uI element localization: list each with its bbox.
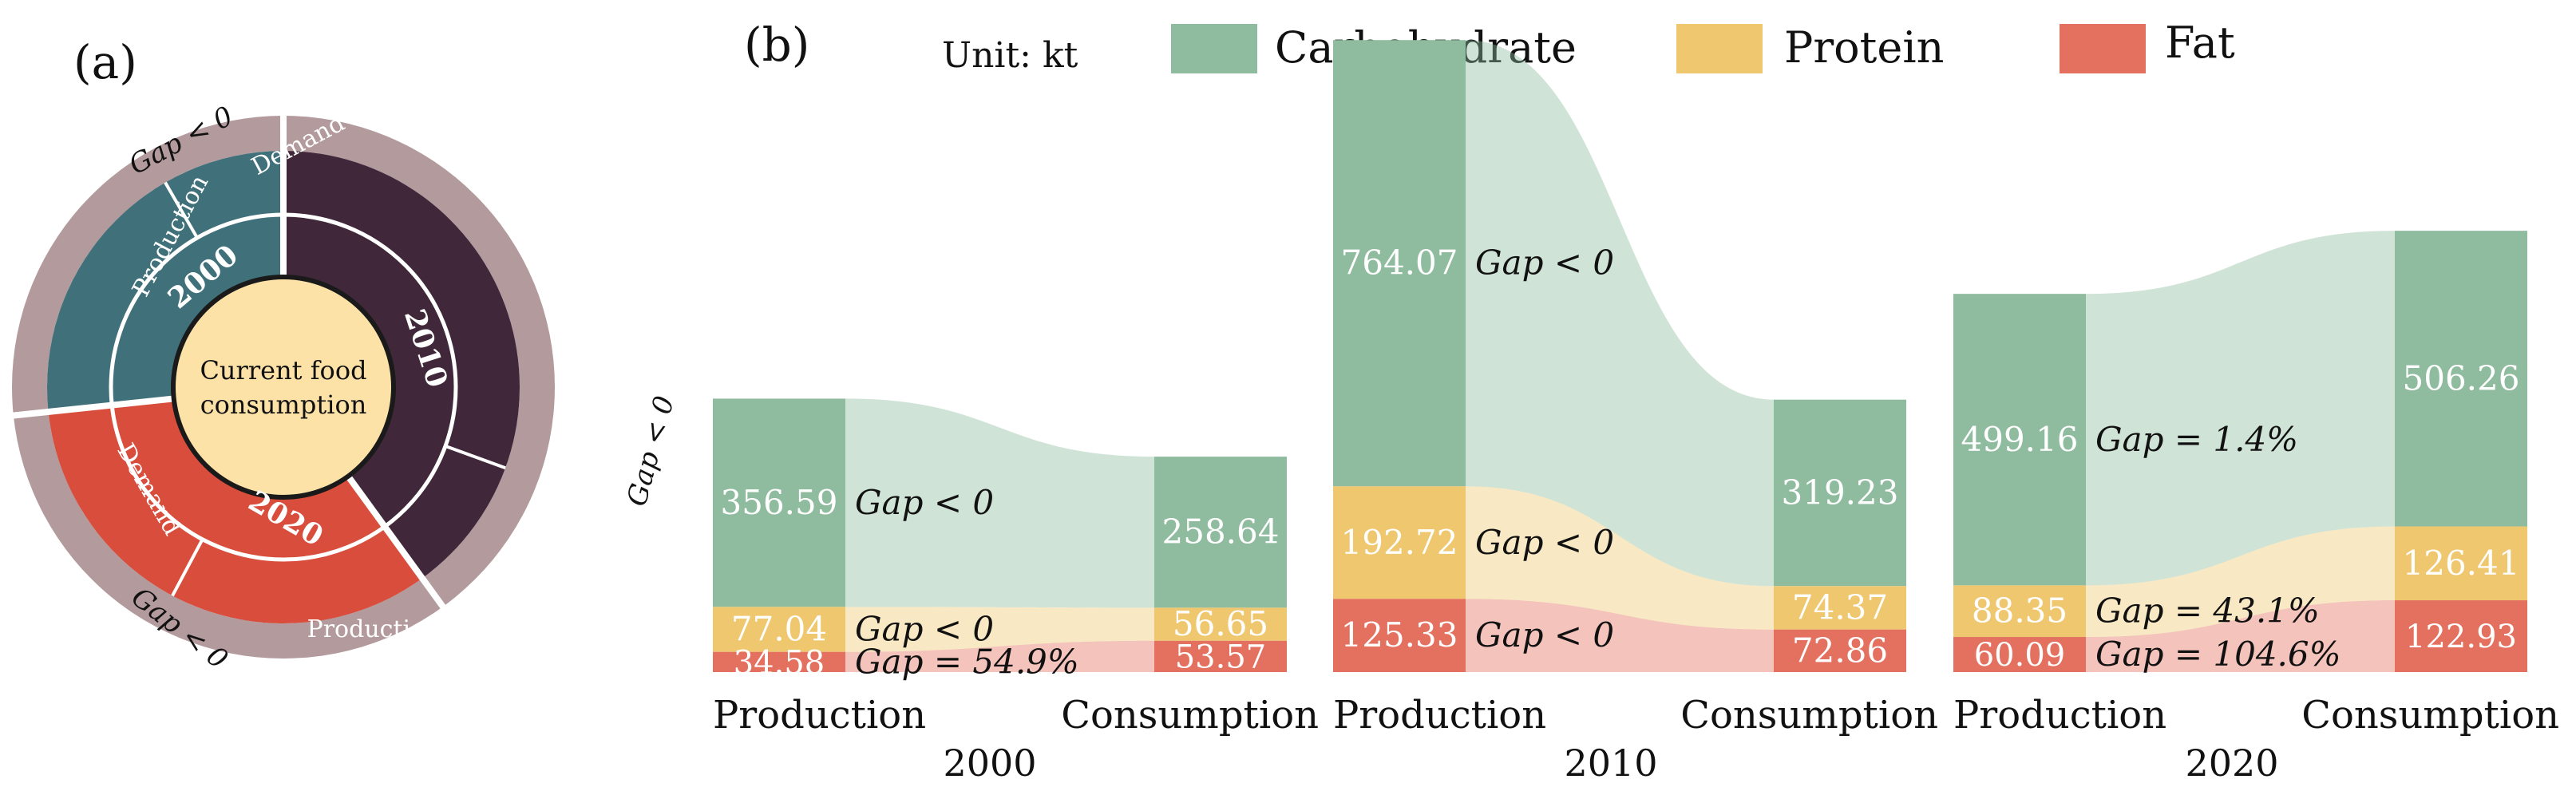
bar-consumption-protein-2000 (1154, 607, 1287, 641)
center-text-line2: consumption (200, 390, 367, 420)
node-label-consumption-2000: Consumption (1061, 693, 1319, 738)
value-production-protein-2020: 88.35 (1972, 591, 2068, 631)
donut-chart: Current food consumption 2000 2010 2020 … (11, 101, 681, 675)
value-production-carbohydrate-2020: 499.16 (1961, 420, 2079, 459)
year-label-2020: 2020 (2185, 742, 2278, 785)
bar-consumption-fat-2010 (1774, 629, 1906, 672)
legend: Carbohydrate Protein Fat (1171, 18, 2235, 73)
bar-production-fat-2020 (1953, 637, 2086, 672)
gap-label-fat-2000: Gap = 54.9% (855, 642, 1079, 681)
center-text-line1: Current food (200, 355, 366, 386)
panel-a-label: (a) (73, 35, 137, 89)
bar-production-carbohydrate-2000 (713, 398, 845, 607)
gap-label-carbohydrate-2000: Gap < 0 (855, 483, 994, 522)
sankey-panels: 356.59 258.64 Gap < 0 77.04 56.65 Gap < 0 34.5… (713, 40, 2559, 785)
value-production-protein-2010: 192.72 (1341, 523, 1458, 562)
bar-consumption-carbohydrate-2010 (1774, 399, 1906, 587)
bar-consumption-fat-2000 (1154, 640, 1287, 672)
center-circle (171, 275, 396, 500)
value-production-carbohydrate-2000: 356.59 (721, 483, 838, 522)
node-label-production-2000: Production (713, 693, 926, 738)
bar-consumption-carbohydrate-2000 (1154, 457, 1287, 608)
bar-consumption-protein-2010 (1774, 586, 1906, 630)
gap-label-2010: Gap < 0 (621, 393, 681, 509)
panel-b-label: (b) (744, 18, 809, 72)
donut-boundary-2020-2000 (11, 395, 175, 419)
gap-label-protein-2000: Gap < 0 (855, 610, 994, 649)
legend-swatch-fat (2060, 24, 2146, 73)
gap-label-protein-2020: Gap = 43.1% (2095, 591, 2320, 631)
divider-2010 (445, 444, 506, 470)
year-label-2010: 2010 (1564, 742, 1657, 785)
panel-a-donut: (a) Current food consumption 2000 2010 2… (11, 35, 681, 675)
node-label-consumption-2020: Consumption (2301, 693, 2559, 738)
link-protein-2020 (2086, 526, 2395, 638)
value-production-fat-2010: 125.33 (1341, 615, 1458, 655)
legend-swatch-protein (1676, 24, 1763, 73)
bar-consumption-fat-2020 (2395, 600, 2527, 672)
year-label-2000: 2000 (943, 742, 1036, 785)
link-carbohydrate-2010 (1466, 40, 1774, 587)
bar-production-carbohydrate-2010 (1333, 40, 1466, 487)
sankey-panel-2000: 356.59 258.64 Gap < 0 77.04 56.65 Gap < 0 34.5… (713, 398, 1319, 785)
value-consumption-carbohydrate-2010: 319.23 (1782, 473, 1899, 512)
value-consumption-fat-2000: 53.57 (1175, 639, 1267, 675)
gap-label-protein-2010: Gap < 0 (1475, 523, 1614, 562)
value-production-fat-2020: 60.09 (1974, 637, 2066, 674)
label-2010-demand: Demand (523, 476, 609, 572)
node-label-consumption-2010: Consumption (1680, 693, 1938, 738)
donut-boundary-2010-2020 (345, 474, 447, 611)
value-consumption-fat-2020: 122.93 (2405, 619, 2517, 655)
node-label-production-2020: Production (1953, 693, 2166, 738)
bar-consumption-protein-2020 (2395, 526, 2527, 601)
link-fat-2020 (2086, 600, 2395, 672)
sankey-panel-2010: 764.07 319.23 Gap < 0 192.72 74.37 Gap < 0 125… (1333, 40, 1938, 785)
gap-label-fat-2010: Gap < 0 (1475, 615, 1614, 655)
bar-production-protein-2000 (713, 607, 845, 652)
value-production-protein-2000: 77.04 (731, 610, 827, 649)
link-carbohydrate-2020 (2086, 231, 2395, 586)
value-consumption-fat-2010: 72.86 (1792, 631, 1888, 670)
gap-label-fat-2020: Gap = 104.6% (2095, 635, 2341, 674)
donut-sector-2010 (283, 151, 520, 579)
bar-consumption-carbohydrate-2020 (2395, 231, 2527, 527)
value-production-carbohydrate-2010: 764.07 (1341, 243, 1458, 283)
legend-label-fat: Fat (2165, 18, 2235, 68)
ring-divider (109, 212, 458, 562)
value-consumption-carbohydrate-2020: 506.26 (2403, 358, 2520, 398)
unit-label: Unit: kt (942, 35, 1078, 76)
bar-production-fat-2000 (713, 651, 845, 672)
link-fat-2000 (845, 640, 1154, 672)
divider-2020 (171, 538, 204, 597)
value-consumption-protein-2000: 56.65 (1173, 604, 1268, 643)
bar-production-protein-2010 (1333, 486, 1466, 599)
link-carbohydrate-2000 (845, 398, 1154, 608)
link-protein-2000 (845, 607, 1154, 652)
bar-production-fat-2010 (1333, 599, 1466, 672)
link-fat-2010 (1466, 599, 1774, 672)
donut-sector-2000 (46, 151, 284, 412)
gap-label-carbohydrate-2020: Gap = 1.4% (2095, 420, 2298, 459)
legend-swatch-carbohydrate (1171, 24, 1257, 73)
bar-production-protein-2020 (1953, 585, 2086, 638)
value-consumption-protein-2020: 126.41 (2403, 544, 2520, 583)
link-protein-2010 (1466, 486, 1774, 630)
bar-production-carbohydrate-2020 (1953, 294, 2086, 586)
sankey-panel-2020: 499.16 506.26 Gap = 1.4% 88.35 126.41 Gap = 4… (1953, 231, 2559, 785)
node-label-production-2010: Production (1333, 693, 1546, 738)
gap-label-carbohydrate-2010: Gap < 0 (1475, 243, 1614, 283)
legend-label-protein: Protein (1784, 22, 1944, 73)
donut-sector-2020 (48, 398, 422, 624)
value-consumption-protein-2010: 74.37 (1792, 587, 1888, 627)
value-consumption-carbohydrate-2000: 258.64 (1162, 512, 1280, 552)
label-2020-production: Production (307, 615, 441, 643)
divider-2000 (164, 181, 199, 239)
value-production-fat-2000: 34.58 (734, 644, 825, 681)
